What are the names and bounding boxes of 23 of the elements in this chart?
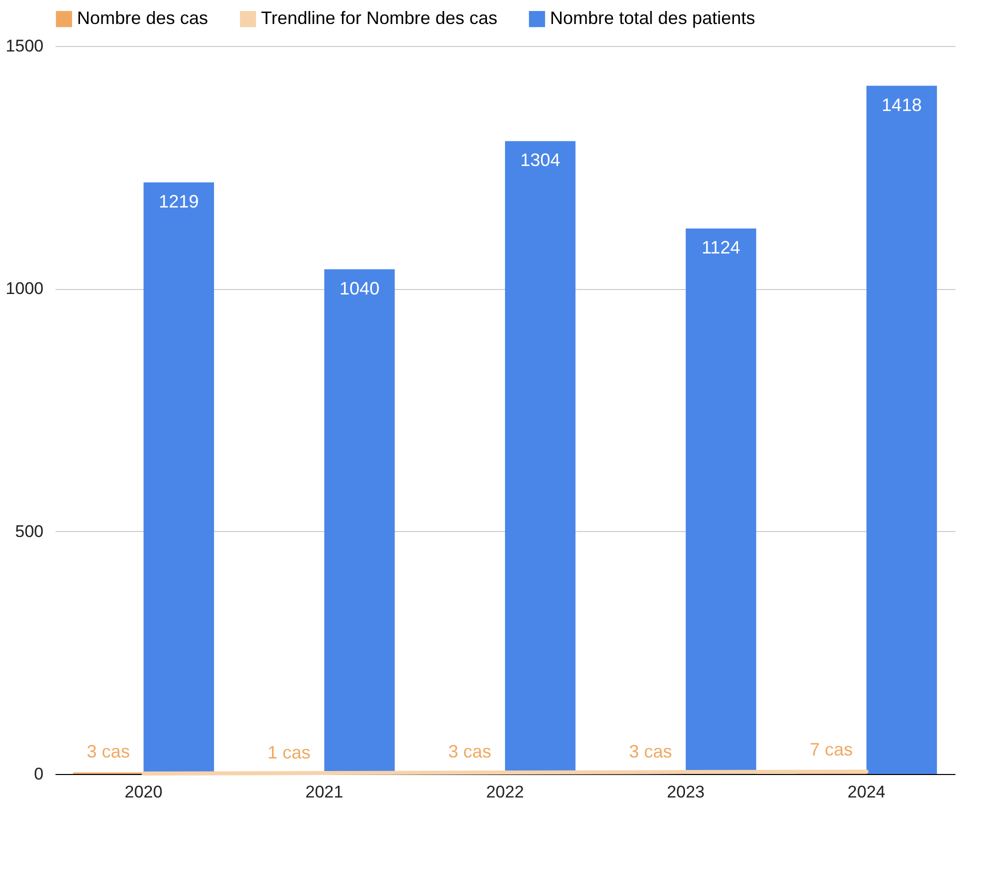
data-label: 1 cas [268,742,311,763]
bar [866,86,937,774]
legend-label: Nombre total des patients [550,8,756,28]
x-tick-label: 2023 [666,782,705,802]
legend-label: Nombre des cas [77,8,208,28]
data-label: 3 cas [86,742,130,762]
x-tick-label: 2022 [486,782,524,802]
data-label: 1040 [339,278,380,298]
y-tick-label: 1000 [6,279,44,298]
x-tick-label: 2024 [848,782,886,802]
y-tick-label: 1500 [6,36,44,56]
data-label: 1304 [520,150,560,170]
data-label: 7 cas [810,740,853,760]
data-label: 3 cas [448,742,492,762]
y-tick-label: 0 [34,764,44,784]
x-tick-label: 2020 [124,782,162,802]
x-tick-label: 2021 [305,782,344,802]
data-label: 1124 [702,237,740,258]
data-label: 1219 [158,191,199,212]
y-tick-label: 500 [15,522,44,541]
data-label: 1418 [882,94,922,115]
legend-label: Trendline for Nombre des cas [261,8,498,28]
data-label: 3 cas [628,742,672,762]
